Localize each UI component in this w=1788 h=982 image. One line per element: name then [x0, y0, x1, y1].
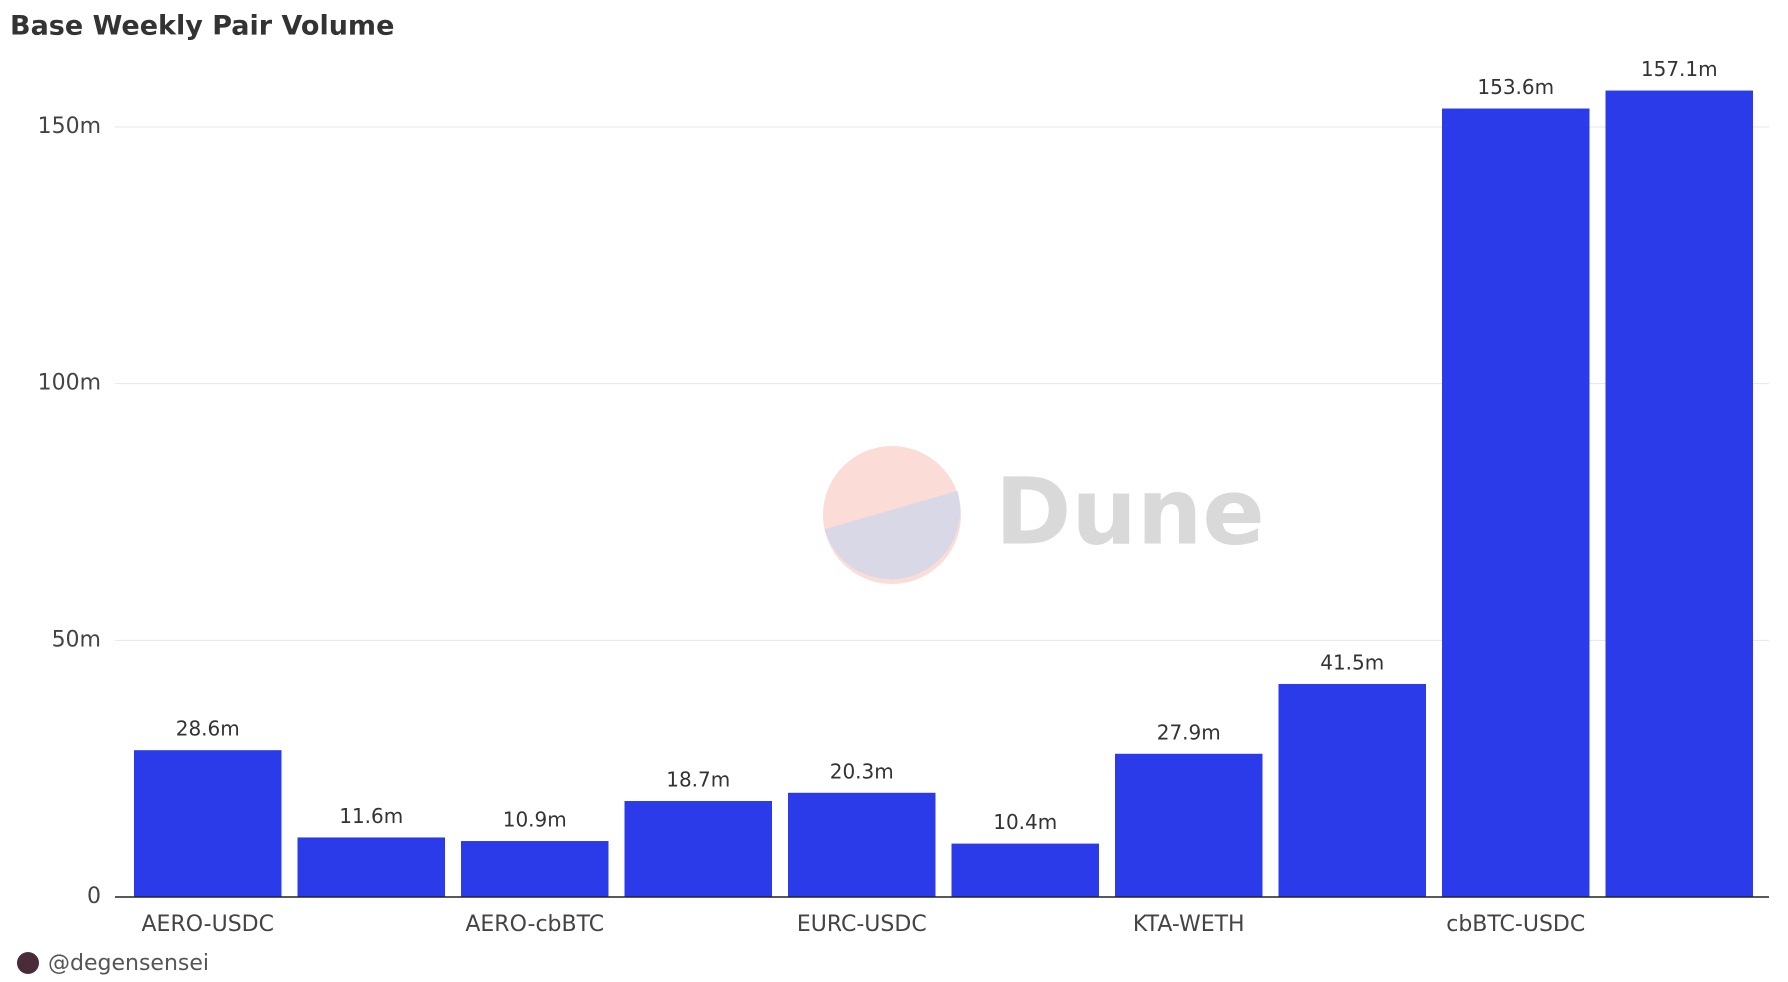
value-label: 41.5m — [1320, 650, 1384, 674]
bar — [461, 841, 609, 897]
value-label: 11.6m — [339, 804, 403, 828]
bar — [951, 843, 1099, 897]
x-tick-label: AERO-cbBTC — [465, 912, 604, 937]
x-tick-label: KTA-WETH — [1133, 912, 1245, 937]
value-label: 27.9m — [1157, 720, 1221, 744]
bar — [297, 837, 445, 897]
value-label: 157.1m — [1641, 57, 1718, 81]
bar — [1115, 753, 1263, 897]
y-tick-label: 50m — [52, 627, 101, 652]
bar — [1605, 90, 1753, 897]
x-tick-label: EURC-USDC — [797, 912, 927, 937]
bar — [788, 792, 936, 897]
bar — [1278, 683, 1426, 897]
y-tick-label: 150m — [38, 114, 101, 139]
value-label: 10.9m — [503, 808, 567, 832]
y-tick-label: 0 — [87, 884, 101, 909]
value-label: 10.4m — [993, 810, 1057, 834]
x-tick-label: cbBTC-USDC — [1446, 912, 1585, 937]
bar — [134, 750, 282, 897]
author-avatar — [17, 952, 39, 974]
watermark-logo-half — [824, 490, 961, 580]
value-label: 20.3m — [830, 759, 894, 783]
x-tick-label: AERO-USDC — [142, 912, 274, 937]
value-label: 18.7m — [666, 768, 730, 792]
bar — [624, 801, 772, 897]
chart-title: Base Weekly Pair Volume — [10, 11, 394, 42]
value-label: 28.6m — [176, 717, 240, 741]
y-tick-label: 100m — [38, 371, 101, 396]
watermark: Dune — [823, 446, 1265, 584]
author: @degensensei — [48, 951, 209, 976]
watermark-text: Dune — [995, 458, 1265, 565]
value-label: 153.6m — [1477, 75, 1554, 99]
bar — [1442, 108, 1590, 897]
